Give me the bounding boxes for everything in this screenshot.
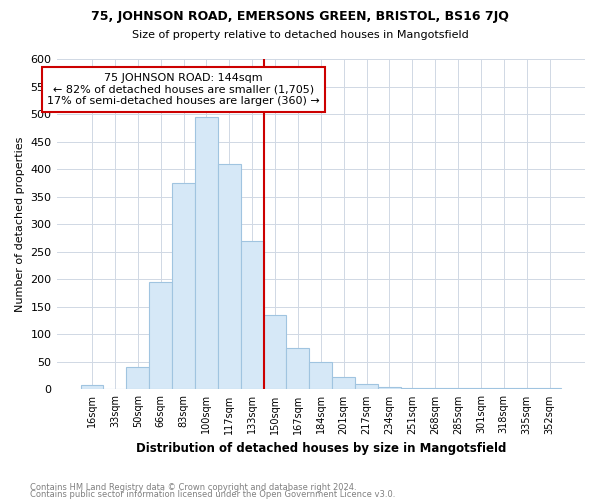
Bar — [286, 348, 310, 390]
Bar — [127, 368, 149, 390]
Bar — [332, 378, 355, 390]
Bar — [515, 388, 538, 390]
Text: Contains public sector information licensed under the Open Government Licence v3: Contains public sector information licen… — [30, 490, 395, 499]
Bar — [310, 362, 332, 390]
Bar — [149, 282, 172, 390]
Text: 75, JOHNSON ROAD, EMERSONS GREEN, BRISTOL, BS16 7JQ: 75, JOHNSON ROAD, EMERSONS GREEN, BRISTO… — [91, 10, 509, 23]
Bar — [424, 388, 446, 390]
X-axis label: Distribution of detached houses by size in Mangotsfield: Distribution of detached houses by size … — [136, 442, 506, 455]
Bar — [446, 388, 469, 390]
Bar — [195, 117, 218, 390]
Bar — [218, 164, 241, 390]
Y-axis label: Number of detached properties: Number of detached properties — [15, 136, 25, 312]
Bar — [80, 385, 103, 390]
Text: Contains HM Land Registry data © Crown copyright and database right 2024.: Contains HM Land Registry data © Crown c… — [30, 484, 356, 492]
Bar — [263, 315, 286, 390]
Bar — [401, 388, 424, 390]
Text: Size of property relative to detached houses in Mangotsfield: Size of property relative to detached ho… — [131, 30, 469, 40]
Text: 75 JOHNSON ROAD: 144sqm
← 82% of detached houses are smaller (1,705)
17% of semi: 75 JOHNSON ROAD: 144sqm ← 82% of detache… — [47, 73, 320, 106]
Bar — [241, 240, 263, 390]
Bar — [538, 388, 561, 390]
Bar — [355, 384, 378, 390]
Bar — [493, 388, 515, 390]
Bar — [469, 388, 493, 390]
Bar — [172, 183, 195, 390]
Bar — [378, 386, 401, 390]
